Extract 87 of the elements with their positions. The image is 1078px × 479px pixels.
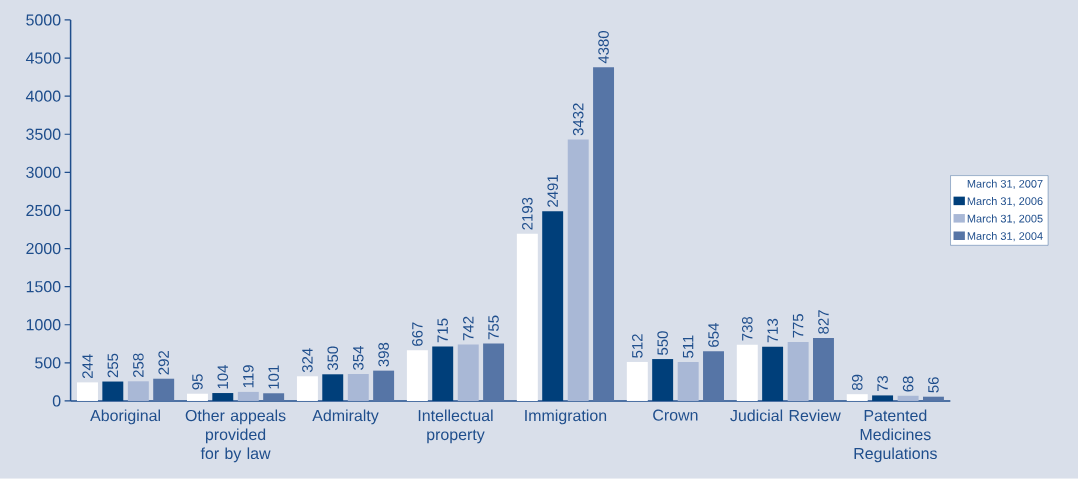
data-label: 73 [877, 376, 888, 392]
legend-label: March 31, 2005 [967, 214, 1043, 224]
bar [872, 395, 894, 402]
data-label: 827 [818, 310, 829, 334]
bar [516, 233, 538, 402]
data-label: 324 [302, 348, 313, 373]
text: March 31, 2007 [967, 179, 1043, 190]
data-label: 56 [928, 377, 939, 393]
data-label: 713 [767, 318, 778, 343]
data-label: 755 [488, 315, 499, 340]
bar [787, 342, 809, 402]
bar [897, 395, 919, 402]
y-tick-label: 0 [52, 395, 61, 407]
bar [922, 396, 944, 402]
bar [703, 351, 724, 402]
data-label: 2491 [547, 175, 558, 207]
data-label: 350 [327, 346, 339, 371]
bar [542, 211, 564, 402]
bar [846, 394, 868, 402]
data-label: 715 [437, 318, 448, 343]
data-label: 4380 [598, 31, 609, 64]
bar [483, 343, 505, 402]
bar [263, 393, 285, 402]
x-tick-label: Admiralty [312, 409, 379, 425]
bar [406, 350, 428, 402]
data-label: 511 [682, 335, 694, 359]
bar [77, 382, 98, 402]
bar [212, 393, 234, 402]
bar [322, 374, 344, 402]
x-tick-label: Patented Medicines Regulations [854, 409, 937, 463]
x-tick-label: Crown [653, 409, 698, 421]
x-tick-label: Intellectual property [418, 409, 493, 444]
bar [813, 338, 834, 402]
x-tick-label: Other appeals provided for by law [185, 409, 286, 463]
y-tick-label: 2000 [26, 243, 61, 255]
data-label: 255 [107, 353, 119, 378]
y-tick-label: 3000 [26, 166, 61, 179]
data-label: 89 [851, 374, 863, 391]
bar [567, 139, 589, 402]
y-tick-label: 4000 [25, 90, 61, 102]
data-label: 3432 [572, 103, 584, 136]
y-tick-label: 3500 [26, 128, 61, 141]
bar [296, 376, 318, 402]
bar [432, 346, 454, 402]
data-label: 738 [741, 317, 753, 341]
y-tick-label: 4500 [25, 52, 61, 64]
data-label: 742 [463, 316, 474, 341]
y-tick-label: 5000 [26, 14, 61, 26]
bar [127, 381, 149, 402]
data-label: 354 [352, 346, 364, 371]
data-label: 101 [268, 365, 279, 389]
data-label: 104 [217, 365, 229, 389]
data-label: 550 [657, 331, 668, 356]
bar [237, 392, 259, 402]
legend-label: March 31, 2006 [967, 197, 1043, 207]
bar [457, 344, 479, 402]
bar [593, 67, 615, 402]
y-tick-label: 1500 [26, 281, 61, 293]
bar [736, 344, 758, 402]
bar [373, 370, 395, 402]
bar [762, 346, 784, 402]
data-label: 667 [412, 322, 423, 346]
bar [626, 362, 648, 402]
data-label: 258 [133, 353, 144, 378]
data-label: 292 [158, 351, 169, 375]
x-tick-label: Judicial Review [730, 409, 841, 422]
bar [347, 374, 369, 402]
data-label: 68 [902, 376, 914, 392]
legend-label: March 31, 2004 [967, 231, 1043, 242]
bar [186, 393, 208, 402]
data-label: 119 [243, 365, 254, 388]
y-tick-label: 2500 [26, 204, 61, 217]
data-label: 244 [82, 354, 93, 379]
x-tick-label: Immigration [525, 409, 607, 425]
data-label: 775 [792, 314, 804, 338]
bar [102, 381, 124, 402]
x-tick-label: Aboriginal [90, 409, 160, 425]
bar [153, 378, 175, 402]
data-label: 512 [632, 334, 643, 358]
y-tick-label: 1000 [26, 319, 61, 331]
bar [652, 359, 674, 402]
data-label: 2193 [522, 197, 533, 230]
data-label: 654 [708, 323, 719, 347]
bar [677, 362, 699, 402]
data-label: 95 [192, 374, 203, 390]
y-tick-label: 500 [35, 357, 61, 369]
data-label: 398 [378, 342, 389, 367]
